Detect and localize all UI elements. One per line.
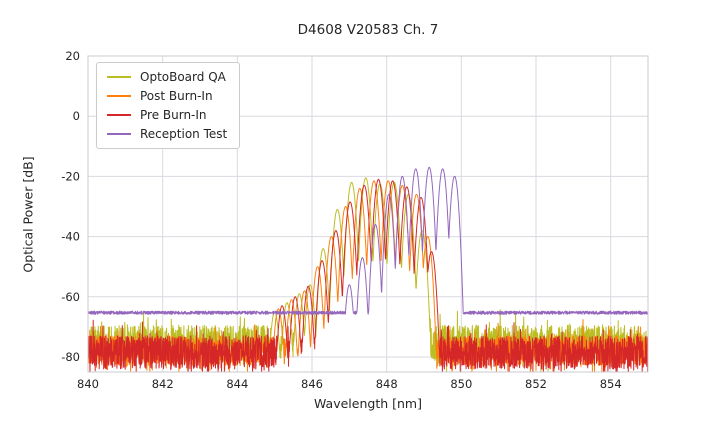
legend-item: OptoBoard QA xyxy=(107,70,227,84)
plot-frame xyxy=(87,55,649,373)
legend-swatch xyxy=(107,95,131,97)
legend-item: Post Burn-In xyxy=(107,89,227,103)
x-tick-label: 852 xyxy=(525,377,547,391)
legend-label: Post Burn-In xyxy=(140,89,213,103)
series-lines xyxy=(87,166,649,373)
legend-swatch xyxy=(107,76,131,78)
x-tick-label: 850 xyxy=(450,377,472,391)
x-axis-label: Wavelength [nm] xyxy=(314,396,422,411)
tick-labels: 840 842 844 846 848 850 852 854 20 0 -20 -40 -60 -80 xyxy=(61,49,621,391)
y-tick-label: -20 xyxy=(61,169,80,183)
legend-label: Reception Test xyxy=(140,127,228,141)
legend-label: Pre Burn-In xyxy=(140,108,207,122)
series-line-pre-burn-in xyxy=(87,178,649,373)
x-tick-label: 854 xyxy=(600,377,622,391)
series-line-reception-test xyxy=(87,166,649,315)
y-tick-label: 0 xyxy=(73,109,80,123)
x-tick-label: 846 xyxy=(301,377,323,391)
x-tick-label: 844 xyxy=(226,377,248,391)
y-tick-label: 20 xyxy=(65,49,80,63)
x-tick-label: 842 xyxy=(152,377,174,391)
y-tick-label: -40 xyxy=(61,230,80,244)
x-tick-label: 840 xyxy=(77,377,99,391)
legend-item: Reception Test xyxy=(107,127,227,141)
legend: OptoBoard QA Post Burn-In Pre Burn-In Recep… xyxy=(96,62,241,149)
legend-swatch xyxy=(107,133,131,135)
y-tick-label: -60 xyxy=(61,290,80,304)
legend-swatch xyxy=(107,114,131,116)
legend-item: Pre Burn-In xyxy=(107,108,227,122)
y-axis-label: Optical Power [dB] xyxy=(20,156,36,273)
y-tick-label: -80 xyxy=(61,350,80,364)
legend-label: OptoBoard QA xyxy=(140,70,226,84)
x-tick-label: 848 xyxy=(376,377,398,391)
chart-title: D4608 V20583 Ch. 7 xyxy=(297,22,439,38)
